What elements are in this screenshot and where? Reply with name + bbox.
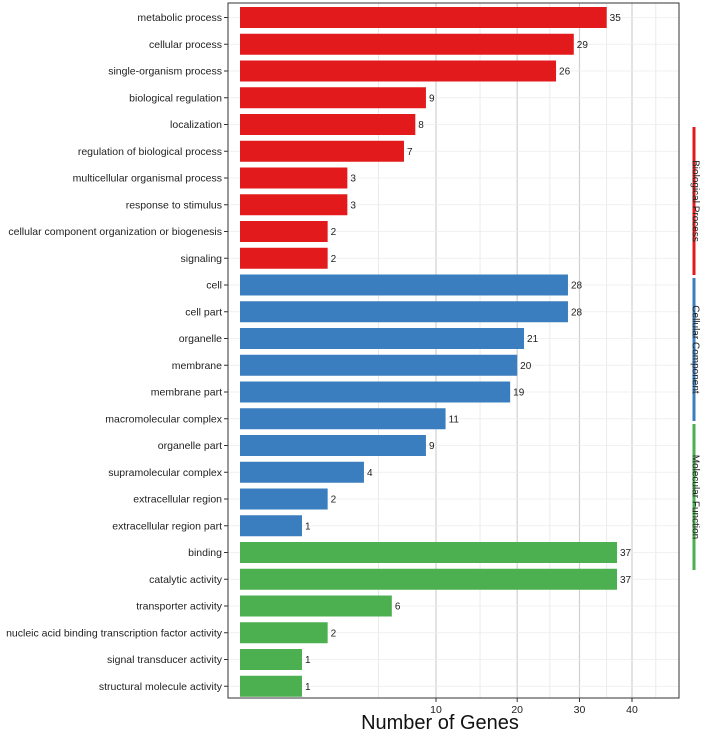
- category-label-response-to-stimulus: response to stimulus: [126, 199, 222, 211]
- plot-border: [227, 2, 680, 699]
- category-label-catalytic-activity: catalytic activity: [149, 574, 223, 586]
- bar-layer: [240, 7, 618, 697]
- group-label-cellular-component: Cellular Component: [690, 305, 701, 394]
- group-label-biological-process: Biological Process: [690, 160, 701, 242]
- value-label-supramolecular-complex: 4: [367, 468, 373, 479]
- bar-biological-regulation: [240, 87, 426, 109]
- category-label-supramolecular-complex: supramolecular complex: [108, 467, 223, 479]
- bar-localization: [240, 114, 416, 135]
- bar-regulation-of-biological-process: [240, 140, 404, 162]
- bar-response-to-stimulus: [240, 194, 348, 216]
- bar-signaling: [240, 247, 328, 269]
- category-label-biological-regulation: biological regulation: [129, 92, 222, 104]
- value-label-signal-transducer-activity: 1: [305, 655, 311, 666]
- bar-multicellular-organismal-process: [240, 167, 348, 189]
- value-label-transporter-activity: 6: [395, 602, 401, 613]
- value-label-organelle-part: 9: [429, 441, 435, 452]
- category-label-signaling: signaling: [181, 253, 223, 265]
- bar-catalytic-activity: [240, 568, 618, 590]
- category-label-cell: cell: [206, 280, 222, 292]
- value-label-macromolecular-complex: 11: [449, 414, 460, 425]
- category-label-cell-part: cell part: [185, 306, 222, 318]
- value-label-cellular-process: 29: [577, 40, 589, 51]
- category-label-organelle: organelle: [179, 333, 222, 345]
- value-label-extracellular-region-part: 1: [305, 521, 311, 532]
- value-label-response-to-stimulus: 3: [350, 200, 356, 211]
- bar-macromolecular-complex: [240, 408, 446, 430]
- bar-organelle-part: [240, 435, 426, 456]
- category-label-organelle-part: organelle part: [158, 440, 222, 452]
- category-label-metabolic-process: metabolic process: [137, 12, 222, 24]
- value-label-structural-molecule-activity: 1: [305, 682, 311, 693]
- category-label-regulation-of-biological-process: regulation of biological process: [78, 146, 222, 158]
- category-label-macromolecular-complex: macromolecular complex: [105, 413, 222, 425]
- bar-transporter-activity: [240, 595, 392, 617]
- x-tick-label-40: 40: [626, 704, 638, 716]
- bar-cellular-component-organization-or-biogenesis: [240, 221, 328, 242]
- value-label-single-organism-process: 26: [559, 67, 571, 78]
- x-tick-label-30: 30: [574, 704, 586, 716]
- value-label-binding: 37: [620, 548, 632, 559]
- value-label-cellular-component-organization-or-biogenesis: 2: [331, 227, 337, 238]
- category-label-signal-transducer-activity: signal transducer activity: [107, 654, 223, 666]
- value-label-regulation-of-biological-process: 7: [407, 147, 413, 158]
- group-label-molecular-function: Molecular Function: [690, 455, 701, 539]
- x-axis-title: Number of Genes: [361, 712, 519, 734]
- bar-metabolic-process: [240, 7, 607, 28]
- category-label-structural-molecule-activity: structural molecule activity: [99, 681, 223, 693]
- x-tick-label-20: 20: [511, 704, 523, 716]
- bar-supramolecular-complex: [240, 461, 364, 483]
- value-label-cell-part: 28: [571, 307, 583, 318]
- bar-nucleic-acid-binding-transcription-factor-activity: [240, 622, 328, 644]
- frame-layer: [224, 2, 680, 702]
- category-label-extracellular-region-part: extracellular region part: [112, 520, 222, 532]
- bar-cell: [240, 274, 568, 296]
- bar-binding: [240, 542, 618, 563]
- value-label-cell: 28: [571, 281, 583, 292]
- value-label-biological-regulation: 9: [429, 93, 435, 104]
- category-label-single-organism-process: single-organism process: [108, 66, 222, 78]
- value-label-membrane-part: 19: [513, 388, 525, 399]
- bar-cellular-process: [240, 33, 574, 55]
- value-label-multicellular-organismal-process: 3: [350, 174, 356, 185]
- group-layer: Biological Process Cellular Component Mole…: [690, 127, 701, 570]
- value-label-nucleic-acid-binding-transcription-factor-activity: 2: [331, 628, 337, 639]
- value-label-extracellular-region: 2: [331, 495, 337, 506]
- bar-membrane: [240, 354, 518, 376]
- category-label-extracellular-region: extracellular region: [133, 494, 222, 506]
- value-label-signaling: 2: [331, 254, 337, 265]
- category-label-cellular-process: cellular process: [149, 39, 222, 51]
- value-label-membrane: 20: [520, 361, 532, 372]
- category-label-binding: binding: [188, 547, 222, 559]
- category-label-multicellular-organismal-process: multicellular organismal process: [73, 173, 222, 185]
- bar-cell-part: [240, 301, 568, 323]
- bar-organelle: [240, 328, 525, 349]
- category-label-transporter-activity: transporter activity: [136, 601, 223, 613]
- value-label-organelle: 21: [527, 334, 539, 345]
- x-tick-label-10: 10: [430, 704, 442, 716]
- value-label-localization: 8: [418, 120, 424, 131]
- bar-extracellular-region-part: [240, 515, 302, 537]
- bar-single-organism-process: [240, 60, 557, 82]
- bar-extracellular-region: [240, 488, 328, 510]
- bar-membrane-part: [240, 381, 511, 403]
- category-label-nucleic-acid-binding-transcription-factor-activity: nucleic acid binding transcription facto…: [6, 627, 223, 639]
- category-label-membrane: membrane: [172, 360, 222, 372]
- category-label-membrane-part: membrane part: [151, 387, 222, 399]
- bar-structural-molecule-activity: [240, 675, 302, 697]
- bar-signal-transducer-activity: [240, 649, 302, 670]
- category-label-cellular-component-organization-or-biogenesis: cellular component organization or bioge…: [8, 226, 222, 238]
- category-label-localization: localization: [170, 119, 222, 131]
- value-label-metabolic-process: 35: [610, 13, 622, 24]
- value-label-catalytic-activity: 37: [620, 575, 632, 586]
